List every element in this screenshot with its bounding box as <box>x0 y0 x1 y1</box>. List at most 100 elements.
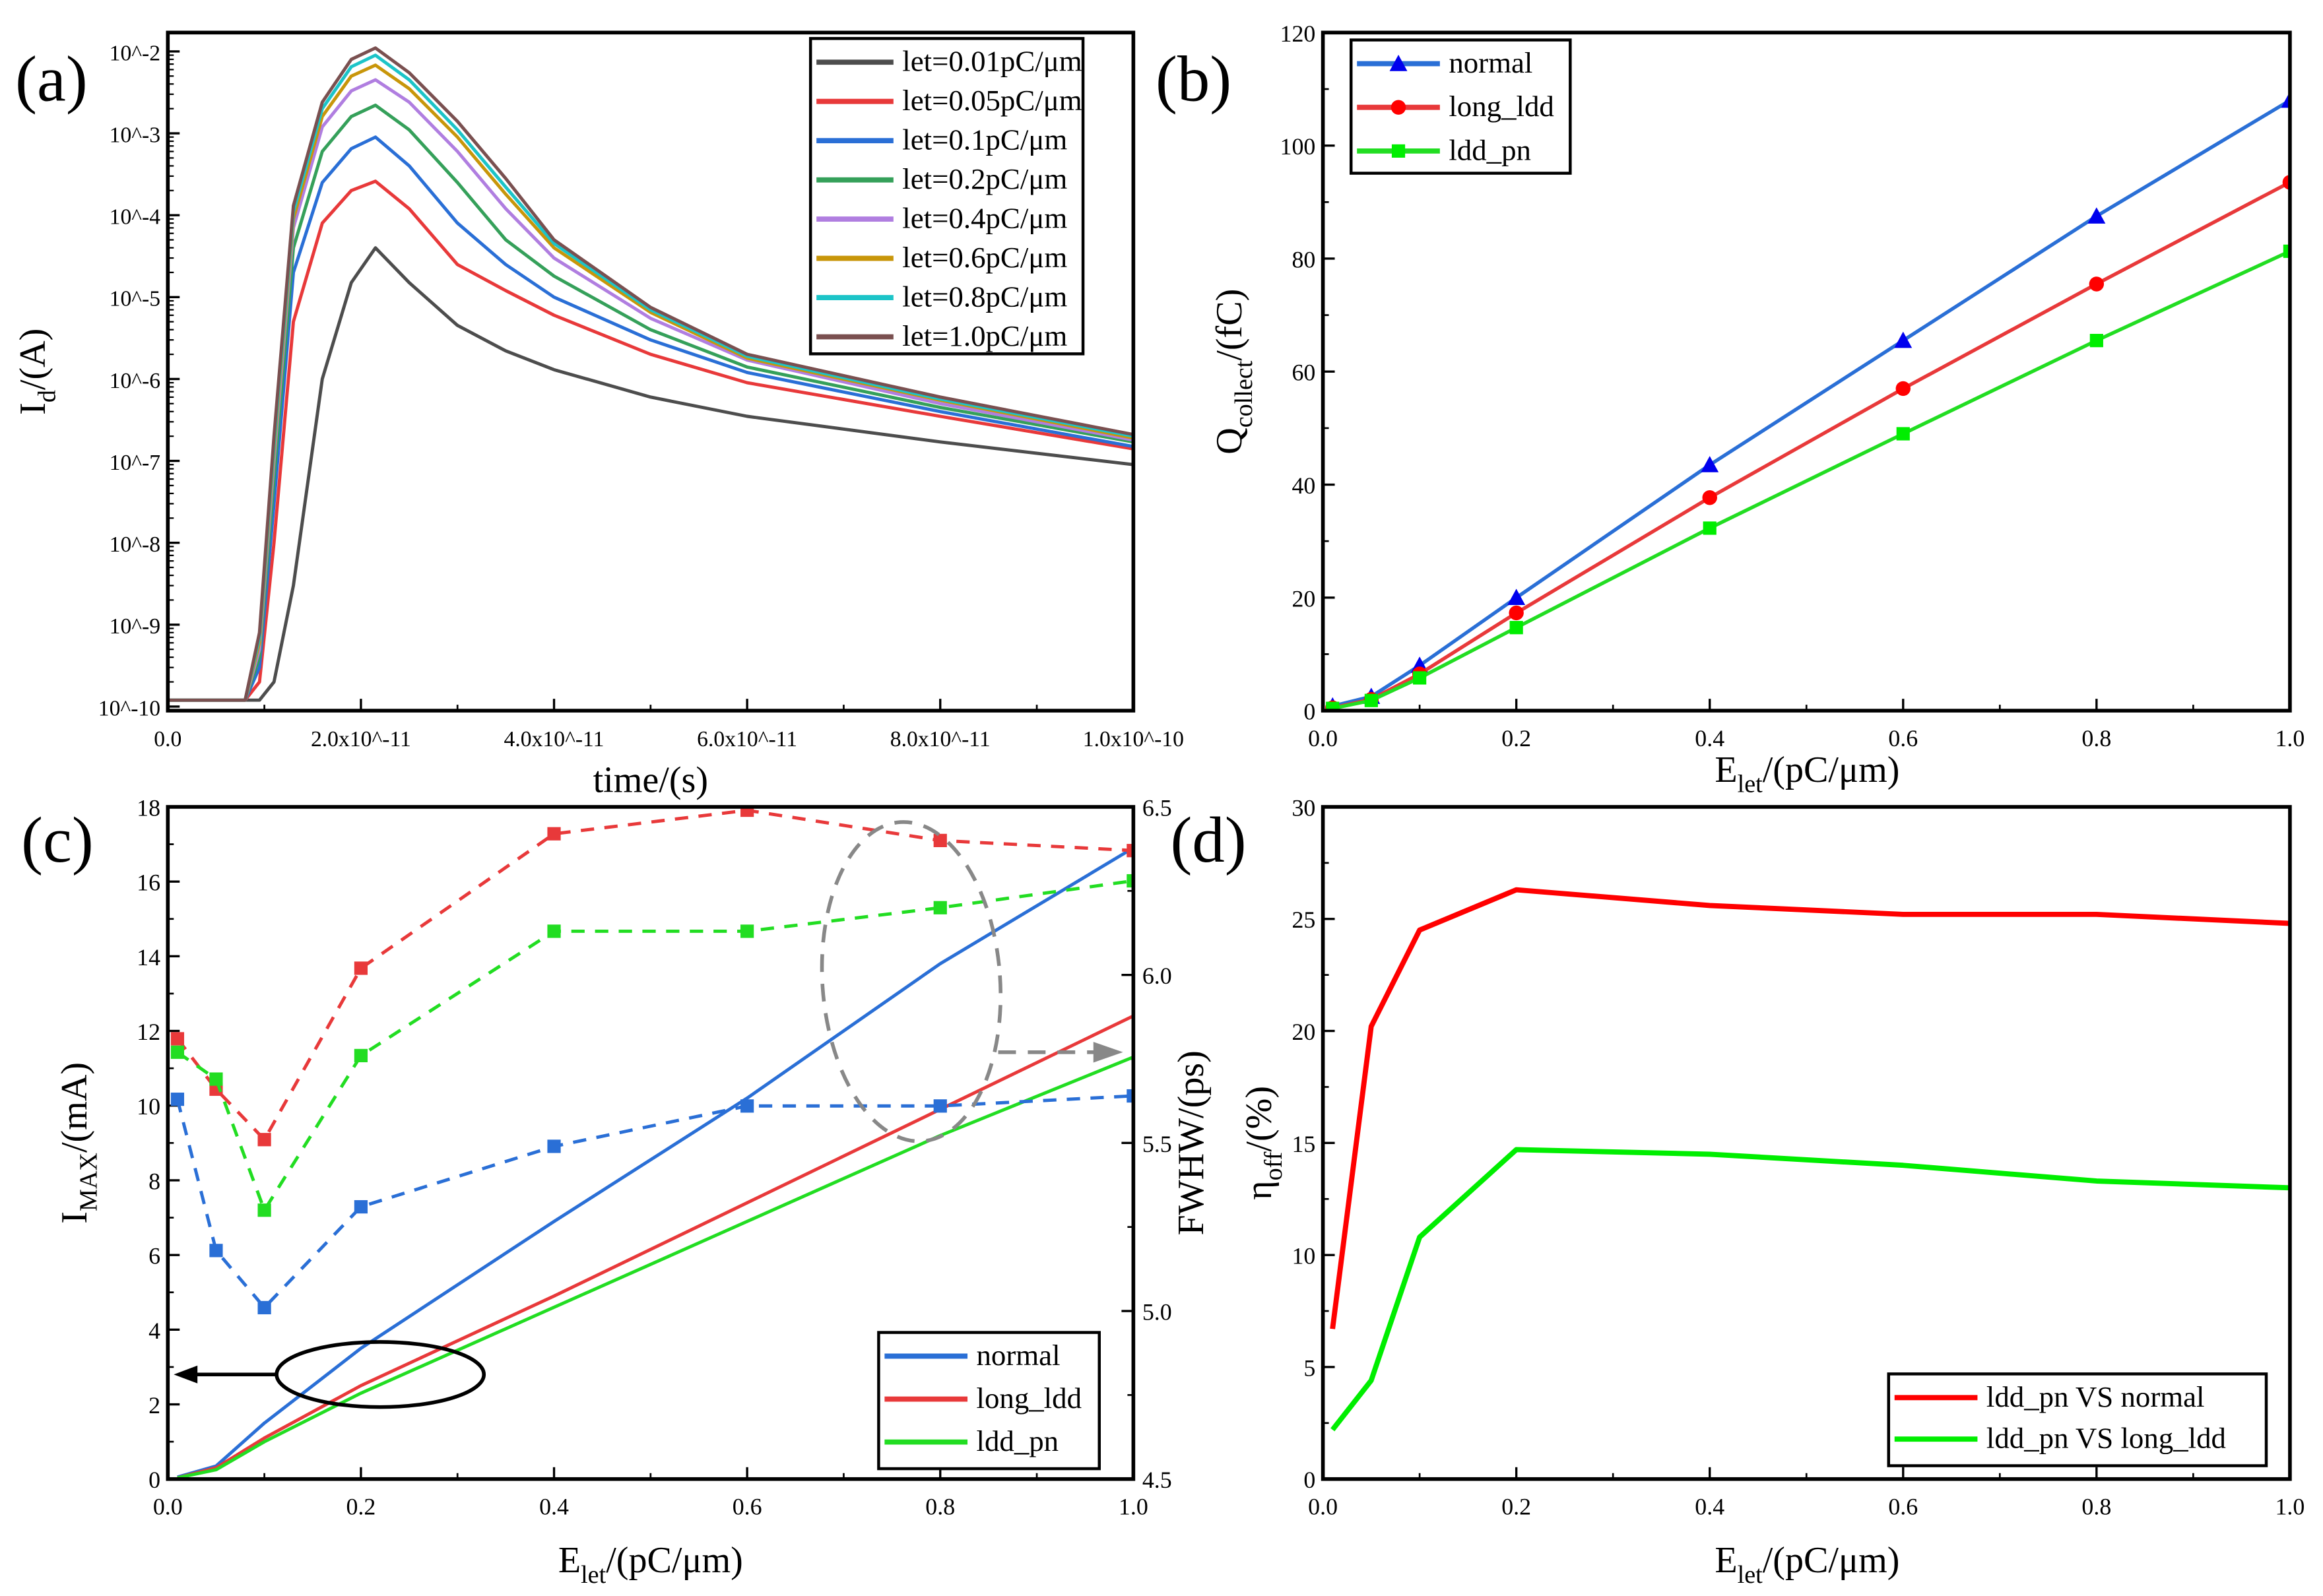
y-tick-label: 10^-2 <box>110 41 160 65</box>
legend-marker-triangle <box>1389 55 1408 71</box>
x-tick-label: 0.8 <box>2081 725 2111 751</box>
y-axis-title-main: I <box>54 1211 95 1224</box>
y-tick-label: 120 <box>1280 20 1316 47</box>
legend-label: ldd_pn <box>1449 133 1531 166</box>
legend-box <box>1887 1372 2268 1467</box>
data-point-square <box>1896 427 1910 441</box>
legend-label: long_ldd <box>977 1382 1082 1415</box>
legend-label: ldd_pn VS long_ldd <box>1986 1422 2226 1455</box>
panel-c: 0.0 0.2 0.4 0.6 0.8 1.0 0 2 4 6 8 10 12 14 16 18 4.5 5.0 5… <box>54 794 1212 1588</box>
y-tick-label: 40 <box>1292 472 1315 499</box>
x-tick-label: 0.4 <box>539 1494 569 1520</box>
y2-axis-title: FWHW/(ps) <box>1171 1050 1212 1235</box>
y-axis-title-main: η <box>1239 1180 1280 1199</box>
data-point-square <box>547 827 561 841</box>
y-tick-label: 10 <box>137 1093 160 1120</box>
x-tick-label: 0.0 <box>1308 1494 1338 1520</box>
data-point-square <box>933 1099 947 1113</box>
x-tick-label: 0.6 <box>1888 1494 1918 1520</box>
y-tick-label: 10^-6 <box>110 369 160 393</box>
panel-label-c: (c) <box>21 804 94 876</box>
data-point-square <box>1364 693 1378 707</box>
series-group <box>1330 887 2290 1432</box>
series-group <box>1325 91 2290 711</box>
legend-label: normal <box>1449 46 1532 79</box>
x-tick-label: 0.0 <box>153 1494 183 1520</box>
data-point-square <box>257 1133 271 1147</box>
x-tick-label: 1.0x10^-10 <box>1083 727 1184 751</box>
series-line-normal <box>177 846 1134 1479</box>
y-tick-label: 5 <box>1303 1355 1315 1381</box>
x-axis-title-subscript: let <box>1738 771 1763 798</box>
y-tick-label: 4 <box>148 1318 160 1344</box>
x-tick-label: 2.0x10^-11 <box>311 727 411 751</box>
x-tick-label: 4.0x10^-11 <box>504 727 605 751</box>
x-tick-label: 1.0 <box>2275 1494 2305 1520</box>
data-point-triangle <box>1894 331 1913 348</box>
series-line-let-0-05pC-m <box>168 179 1134 702</box>
data-point-triangle <box>1507 589 1526 606</box>
y-axis-title-rest: /(%) <box>1239 1086 1280 1152</box>
y-tick-label: 30 <box>1292 794 1315 821</box>
legend-label: let=0.2pC/μm <box>902 162 1067 195</box>
x-axis-title-rest: /(pC/μm) <box>1763 750 1900 790</box>
data-point-square <box>170 1032 185 1046</box>
series-line-normal <box>1332 98 2290 708</box>
panel-label-a: (a) <box>15 44 88 115</box>
y2-tick-label: 4.5 <box>1142 1467 1172 1493</box>
x-tick-label: 0.4 <box>1695 725 1724 751</box>
x-axis-title-rest: /(pC/μm) <box>1763 1540 1900 1581</box>
y2-tick-label: 6.5 <box>1142 794 1172 821</box>
plot-frame <box>1321 30 2292 713</box>
y-axis-title-subscript: d <box>34 390 61 402</box>
x-axis-title-subscript: let <box>1738 1561 1763 1589</box>
y-tick-label: 0 <box>1303 1467 1315 1493</box>
y-tick-label: 25 <box>1292 907 1315 933</box>
panel-b: 0.0 0.2 0.4 0.6 0.8 1.0 0 20 40 60 80 100 120 Elet/(p… <box>1209 20 2305 798</box>
data-point-square <box>209 1244 223 1258</box>
data-point-square <box>209 1072 223 1086</box>
legend-label: ldd_pn <box>977 1424 1059 1457</box>
data-point-square <box>354 961 368 975</box>
y2-axis-title-main: FWHW/(ps) <box>1171 1050 1212 1235</box>
data-point-square <box>547 924 561 938</box>
y-axis-title-subscript: off <box>1260 1151 1288 1180</box>
y2-tick-label: 5.0 <box>1142 1298 1172 1325</box>
x-tick-label: 0.6 <box>1888 725 1918 751</box>
x-tick-label: 6.0x10^-11 <box>697 727 797 751</box>
data-point-square <box>2283 244 2290 258</box>
y-tick-label: 10 <box>1292 1243 1315 1269</box>
series-line-long-ldd-FWHW <box>176 808 1134 1141</box>
legend-box <box>808 37 1085 356</box>
data-point-circle <box>2089 276 2105 292</box>
data-point-square <box>933 833 947 847</box>
y-tick-label: 10^-3 <box>110 123 160 148</box>
data-point-square <box>354 1200 368 1214</box>
y-axis-title: Qcollect/(fC) <box>1209 289 1258 455</box>
series-group <box>168 46 1134 702</box>
y-tick-label: 10^-9 <box>110 614 160 639</box>
y-tick-label: 10^-4 <box>110 205 161 230</box>
arrow-right-icon <box>1093 1042 1123 1063</box>
series-line-normal-FWHW <box>176 1094 1134 1310</box>
legend-label: normal <box>977 1339 1061 1372</box>
y-tick-label: 20 <box>1292 1019 1315 1045</box>
legend-label: let=0.05pC/μm <box>902 84 1082 117</box>
data-point-circle <box>1702 490 1717 505</box>
y-tick-label: 8 <box>148 1168 160 1194</box>
y-tick-label: 80 <box>1292 246 1315 272</box>
legend-label: ldd_pn VS normal <box>1986 1380 2205 1413</box>
data-point-square <box>170 1093 185 1106</box>
legend-label: let=0.1pC/μm <box>902 123 1067 156</box>
x-tick-label: 1.0 <box>1119 1494 1148 1520</box>
x-tick-label: 1.0 <box>2275 725 2305 751</box>
data-point-circle <box>1895 381 1911 397</box>
y-tick-label: 0 <box>148 1467 160 1493</box>
y-axis-title-main: Q <box>1209 428 1250 454</box>
x-tick-label: 0.6 <box>733 1494 762 1520</box>
x-axis-title-main: E <box>1715 750 1737 790</box>
series-line-ldd-pn <box>177 1055 1134 1479</box>
x-axis-title-main: time/(s) <box>593 760 708 801</box>
y-axis-title: ηoff/(%) <box>1239 1086 1288 1200</box>
data-point-square <box>257 1300 271 1315</box>
